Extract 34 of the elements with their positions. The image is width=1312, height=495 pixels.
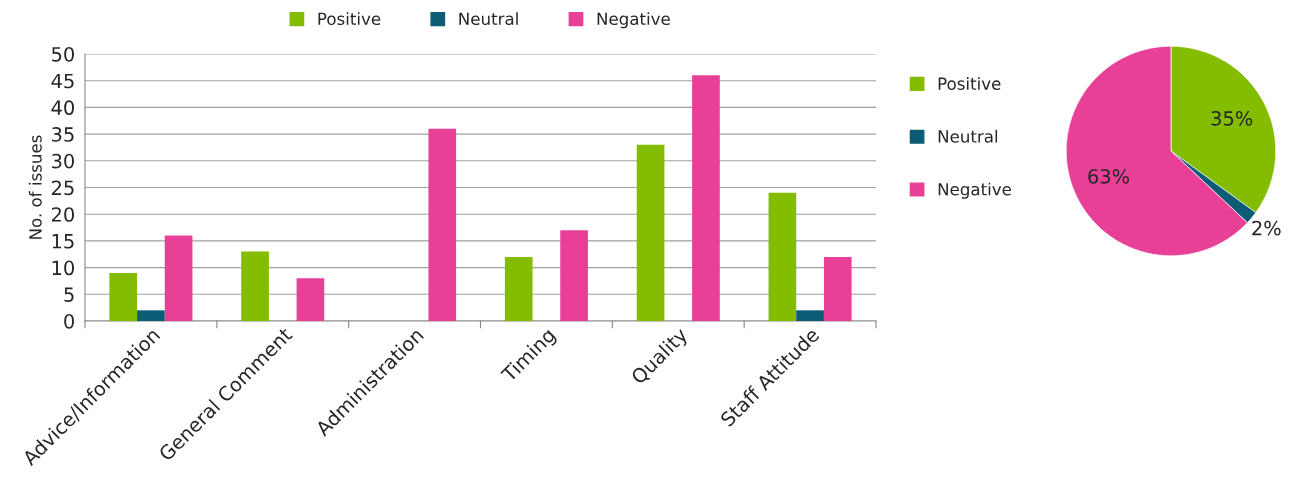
y-tick-label: 25 bbox=[51, 180, 74, 196]
data-label: 63% bbox=[1088, 168, 1130, 184]
bar bbox=[296, 278, 325, 321]
legend-label: Neutral bbox=[459, 12, 518, 26]
data-label: 2% bbox=[1252, 220, 1281, 236]
y-tick-label: 40 bbox=[51, 100, 74, 116]
y-tick-label: 5 bbox=[64, 287, 74, 302]
legend-label: Positive bbox=[318, 12, 381, 26]
y-tick-label: 30 bbox=[52, 153, 74, 169]
bar bbox=[560, 230, 588, 321]
y-tick-label: 15 bbox=[52, 234, 74, 249]
legend-label: Neutral bbox=[938, 129, 998, 143]
y-tick-label: 20 bbox=[51, 207, 74, 222]
y-tick-label: 35 bbox=[52, 127, 74, 142]
bar bbox=[768, 192, 797, 321]
y-tick-label: 45 bbox=[51, 73, 74, 89]
legend-label: Negative bbox=[597, 12, 670, 29]
legend-label: Negative bbox=[938, 182, 1012, 199]
y-tick-label: 10 bbox=[52, 260, 74, 276]
y-tick-label: 50 bbox=[52, 46, 74, 62]
bar bbox=[109, 272, 138, 321]
bar bbox=[504, 256, 533, 321]
bar bbox=[164, 235, 193, 321]
bar bbox=[636, 144, 665, 321]
bar bbox=[241, 251, 269, 321]
legend-label: Positive bbox=[938, 77, 1001, 90]
bar bbox=[137, 310, 165, 321]
bar bbox=[823, 256, 852, 321]
data-label: 35% bbox=[1211, 111, 1253, 126]
bar bbox=[796, 310, 824, 321]
bar bbox=[428, 128, 457, 321]
bar bbox=[692, 75, 720, 321]
y-tick-label: 0 bbox=[64, 313, 74, 329]
y-axis-title: No. of issues bbox=[28, 135, 42, 239]
